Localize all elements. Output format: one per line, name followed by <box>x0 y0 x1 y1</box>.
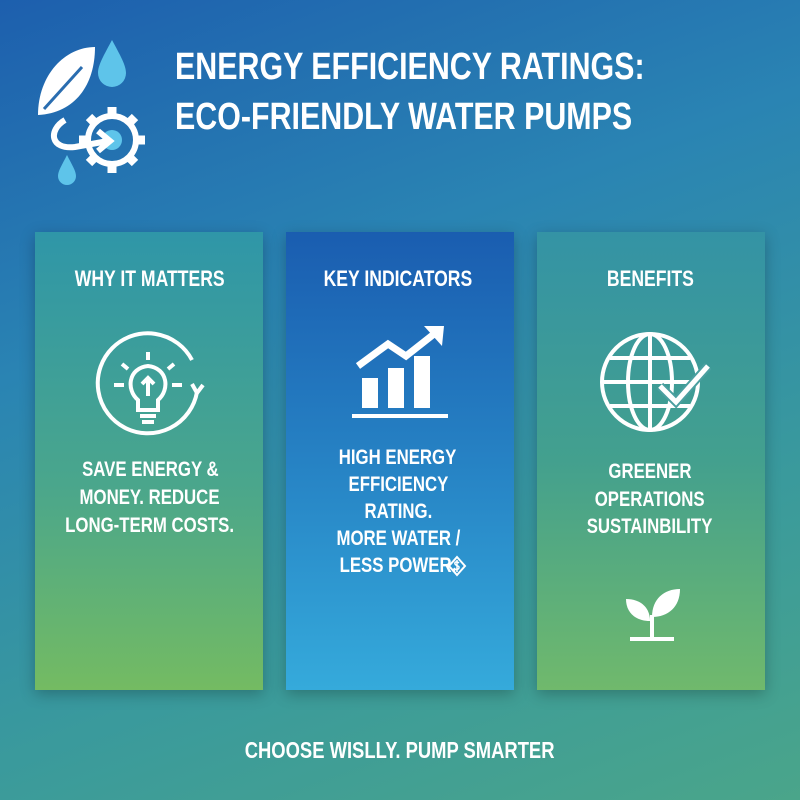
card-heading: KEY INDICATORS <box>248 266 548 292</box>
text: ENERGY EFFICIENCY RATINGS: <box>175 46 645 88</box>
text: LESS POWER. <box>339 554 457 577</box>
card <box>537 232 765 690</box>
card-heading: WHY IT MATTERS <box>0 266 300 292</box>
card-text: GREENER <box>500 460 800 484</box>
text: RATING. <box>364 500 432 523</box>
text: WHY IT MATTERS <box>75 266 225 291</box>
growth-chart-icon <box>352 326 448 418</box>
text: BENEFITS <box>606 266 694 291</box>
dollar-icon <box>447 555 467 577</box>
text: SUSTAINBILITY <box>587 515 713 538</box>
card-text: EFFICIENCY <box>248 473 548 497</box>
text: OPERATIONS <box>595 488 705 511</box>
card <box>286 232 514 690</box>
logo <box>38 40 145 185</box>
text: EFFICIENCY <box>348 473 448 496</box>
footer: CHOOSE WISLLY. PUMP SMARTER <box>100 737 700 764</box>
text: GREENER <box>608 460 692 483</box>
card-text: HIGH ENERGY <box>248 446 548 470</box>
card <box>35 232 263 690</box>
card-text: SUSTAINBILITY <box>500 515 800 539</box>
card-text: LESS POWER. <box>248 554 548 578</box>
text: MORE WATER / <box>336 527 460 550</box>
sprout-icon <box>626 589 680 641</box>
card-text: SAVE ENERGY & <box>0 458 300 482</box>
text: SAVE ENERGY & <box>81 458 219 481</box>
text: HIGH ENERGY <box>339 446 457 469</box>
card-text: RATING. <box>248 500 548 524</box>
text: LONG-TERM COSTS. <box>65 514 235 537</box>
text: ECO-FRIENDLY WATER PUMPS <box>175 96 633 138</box>
text: MONEY. REDUCE <box>79 486 221 509</box>
title-line: ECO-FRIENDLY WATER PUMPS <box>175 96 775 139</box>
globe-check-icon <box>600 332 712 432</box>
card-text: LONG-TERM COSTS. <box>0 514 300 538</box>
card-heading: BENEFITS <box>500 266 800 292</box>
text: KEY INDICATORS <box>323 266 473 291</box>
text: CHOOSE WISLLY. PUMP SMARTER <box>245 737 555 763</box>
card-text: MORE WATER / <box>248 527 548 551</box>
lightbulb-icon <box>95 331 205 436</box>
card-text: OPERATIONS <box>500 488 800 512</box>
title-line: ENERGY EFFICIENCY RATINGS: <box>175 46 775 89</box>
card-text: MONEY. REDUCE <box>0 486 300 510</box>
